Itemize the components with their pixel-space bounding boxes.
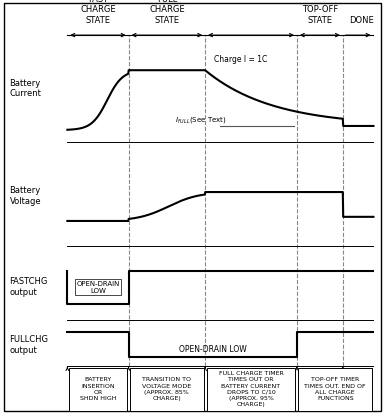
Text: OPEN-DRAIN
LOW: OPEN-DRAIN LOW: [76, 280, 120, 294]
Text: FAST
CHARGE
STATE: FAST CHARGE STATE: [80, 0, 116, 25]
Text: TOP-OFF TIMER
TIMES OUT. END OF
ALL CHARGE
FUNCTIONS: TOP-OFF TIMER TIMES OUT. END OF ALL CHAR…: [305, 377, 366, 401]
Text: FULL CHARGE TIMER
TIMES OUT OR
BATTERY CURRENT
DROPS TO C/10
(APPROX. 95%
CHARGE: FULL CHARGE TIMER TIMES OUT OR BATTERY C…: [219, 371, 283, 407]
Text: FULLCHG
output: FULLCHG output: [10, 335, 49, 354]
Text: Battery
Voltage: Battery Voltage: [10, 187, 41, 206]
Text: Battery
Current: Battery Current: [10, 79, 42, 98]
Text: TOP-OFF
STATE: TOP-OFF STATE: [302, 5, 338, 25]
FancyBboxPatch shape: [69, 368, 127, 411]
FancyBboxPatch shape: [298, 368, 372, 411]
Text: FULL
CHARGE
STATE: FULL CHARGE STATE: [149, 0, 185, 25]
FancyBboxPatch shape: [207, 368, 295, 411]
Text: Charge I = 1C: Charge I = 1C: [214, 55, 268, 64]
Text: BATTERY
INSERTION
OR
SHDN HIGH: BATTERY INSERTION OR SHDN HIGH: [80, 377, 116, 401]
FancyBboxPatch shape: [4, 3, 381, 411]
Text: OPEN-DRAIN LOW: OPEN-DRAIN LOW: [179, 345, 247, 354]
Text: FASTCHG
output: FASTCHG output: [10, 278, 48, 297]
FancyBboxPatch shape: [130, 368, 204, 411]
Text: $I_{FULL}$(See Text): $I_{FULL}$(See Text): [174, 115, 226, 125]
Text: TRANSITION TO
VOLTAGE MODE
(APPROX. 85%
CHARGE): TRANSITION TO VOLTAGE MODE (APPROX. 85% …: [142, 377, 191, 401]
Text: DONE: DONE: [349, 16, 373, 25]
